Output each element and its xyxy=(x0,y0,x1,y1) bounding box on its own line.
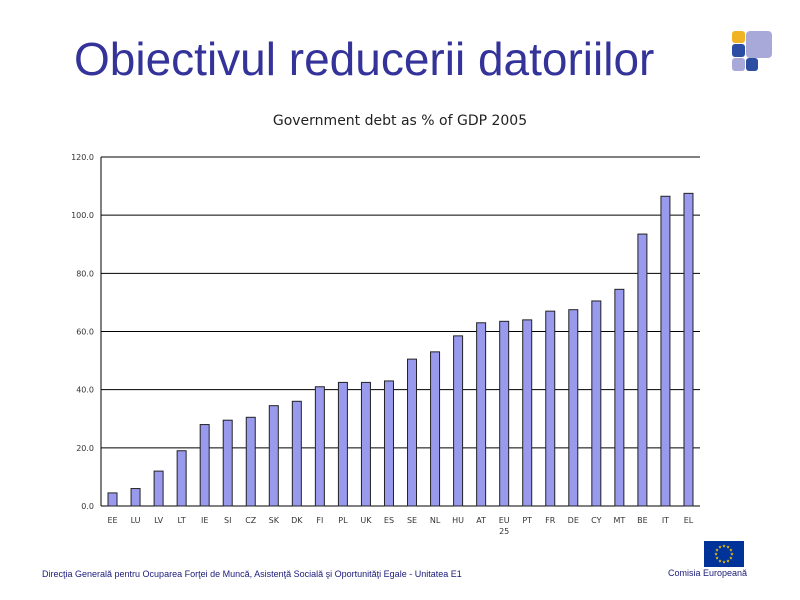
bar-ie xyxy=(199,424,210,507)
bar-lt xyxy=(176,450,187,507)
eu-star-icon: ★ xyxy=(722,560,726,566)
y-tick-label: 80.0 xyxy=(76,269,94,278)
x-tick-label: CY xyxy=(591,516,601,525)
bar-ee xyxy=(107,492,118,507)
x-tick-label: DK xyxy=(291,516,303,525)
x-tick-label: ES xyxy=(384,516,394,525)
bar-cy xyxy=(591,300,602,507)
x-tick-label: MT xyxy=(613,516,625,525)
x-tick-label: EU 25 xyxy=(499,516,510,536)
x-tick-label: SK xyxy=(269,516,280,525)
x-tick-label: SI xyxy=(224,516,231,525)
bar-fi xyxy=(314,386,325,507)
bar-si xyxy=(222,419,233,507)
bar-se xyxy=(407,358,418,507)
x-tick-label: LV xyxy=(154,516,164,525)
x-tick-label: BE xyxy=(637,516,648,525)
eu-star-icon: ★ xyxy=(715,548,719,554)
x-tick-label: UK xyxy=(360,516,372,525)
eu-star-icon: ★ xyxy=(726,545,730,551)
x-tick-label: EL xyxy=(684,516,694,525)
x-tick-label: FR xyxy=(545,516,556,525)
eu-star-icon: ★ xyxy=(714,552,718,558)
eu-star-icon: ★ xyxy=(729,556,733,562)
slide-title: Obiectivul reducerii datoriilor xyxy=(74,33,655,85)
bar-sk xyxy=(268,405,279,507)
eu-star-icon: ★ xyxy=(718,545,722,551)
bar-dk xyxy=(291,400,302,507)
x-tick-label: HU xyxy=(452,516,464,525)
y-tick-label: 60.0 xyxy=(76,328,94,337)
bar-lv xyxy=(153,470,164,507)
x-tick-label: AT xyxy=(476,516,486,525)
x-tick-label: SE xyxy=(407,516,417,525)
bar-be xyxy=(637,233,648,507)
bar-cz xyxy=(245,416,256,507)
logo-icon xyxy=(732,31,772,71)
y-tick-label: 100.0 xyxy=(71,211,94,220)
bar-pl xyxy=(337,381,348,507)
eu-star-icon: ★ xyxy=(726,558,730,564)
bar-nl xyxy=(430,351,441,507)
x-tick-label: PL xyxy=(338,516,348,525)
bar-pt xyxy=(522,319,533,507)
y-tick-label: 40.0 xyxy=(76,386,94,395)
footer-department: Direcţia Generală pentru Ocuparea Forţei… xyxy=(42,569,462,579)
y-tick-label: 20.0 xyxy=(76,444,94,453)
x-tick-label: DE xyxy=(568,516,579,525)
bar-eu-25 xyxy=(499,320,510,507)
y-tick-label: 120.0 xyxy=(71,153,94,162)
bar-es xyxy=(383,380,394,507)
bar-mt xyxy=(614,288,625,507)
x-tick-label: CZ xyxy=(245,516,257,525)
x-tick-label: LU xyxy=(131,516,141,525)
bar-hu xyxy=(453,335,464,507)
y-tick-label: 0.0 xyxy=(81,502,94,511)
x-tick-label: FI xyxy=(316,516,323,525)
eu-star-icon: ★ xyxy=(715,556,719,562)
bar-el xyxy=(683,192,694,507)
bar-it xyxy=(660,195,671,507)
eu-star-icon: ★ xyxy=(722,544,726,550)
eu-star-icon: ★ xyxy=(718,558,722,564)
x-tick-label: IE xyxy=(201,516,208,525)
bar-uk xyxy=(360,381,371,507)
bar-lu xyxy=(130,488,141,507)
x-tick-label: PT xyxy=(522,516,532,525)
x-tick-label: EE xyxy=(107,516,117,525)
footer-commission: Comisia Europeană xyxy=(668,568,748,578)
eu-star-icon: ★ xyxy=(729,548,733,554)
chart-title: Government debt as % of GDP 2005 xyxy=(272,113,528,129)
bar-at xyxy=(476,322,487,507)
eu-star-icon: ★ xyxy=(730,552,734,558)
x-tick-label: NL xyxy=(430,516,441,525)
bar-fr xyxy=(545,310,556,507)
x-tick-label: LT xyxy=(178,516,186,525)
bar-de xyxy=(568,309,579,507)
x-tick-label: IT xyxy=(662,516,669,525)
eu-flag-icon: ★★★★★★★★★ ★ ★★ xyxy=(704,541,744,567)
